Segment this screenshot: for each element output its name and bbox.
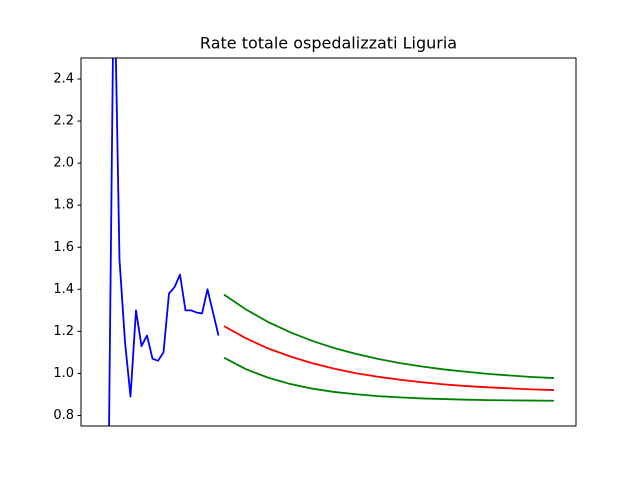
data-line (223, 356, 555, 402)
y-tick-label: 1.0 (53, 366, 74, 381)
plot-area (108, 58, 555, 426)
y-tick-label: 1.6 (53, 240, 74, 255)
y-tick-label: 2.4 (53, 72, 74, 87)
y-tick-label: 2.2 (53, 114, 74, 129)
axes-frame (80, 57, 577, 427)
y-tick-label: 0.8 (53, 408, 74, 423)
data-line (108, 58, 220, 426)
y-tick-label: 1.4 (53, 282, 74, 297)
y-tick-label: 1.2 (53, 324, 74, 339)
y-tick-label: 2.0 (53, 156, 74, 171)
chart-title: Rate totale ospedalizzati Liguria (200, 34, 457, 53)
data-line (223, 293, 555, 379)
y-tick-label: 1.8 (53, 198, 74, 213)
data-line (223, 325, 555, 391)
